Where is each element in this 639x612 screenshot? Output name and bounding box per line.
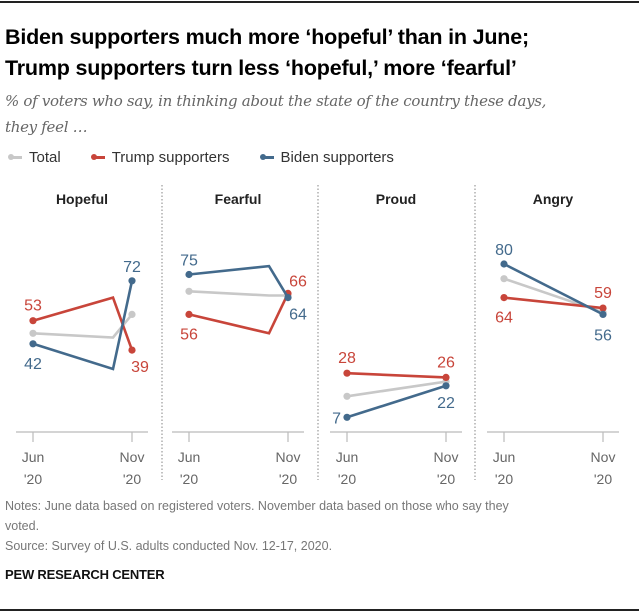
x-tick-label: Nov [434, 449, 459, 465]
x-tick-label: Nov [120, 449, 145, 465]
data-point-total [500, 275, 508, 283]
legend-item-trump: Trump supporters [90, 148, 230, 166]
data-point-trump-supporters [128, 346, 136, 354]
data-label-biden-supporters: 64 [289, 307, 307, 324]
data-point-biden-supporters [29, 340, 37, 348]
data-label-biden-supporters: 72 [123, 259, 141, 276]
notes-line-1: Notes: June data based on registered vot… [5, 499, 509, 513]
x-tick-label: Jun [493, 449, 516, 465]
series-line-biden-supporters [32, 280, 134, 371]
data-point-trump-supporters [599, 304, 607, 312]
x-tick-label: Jun [22, 449, 45, 465]
data-label-trump-supporters: 53 [24, 298, 42, 315]
data-point-total [29, 329, 37, 337]
series-line-total [32, 313, 134, 339]
data-point-biden-supporters [128, 277, 136, 285]
bottom-rule [0, 609, 639, 611]
legend-marker-biden-icon [259, 152, 276, 162]
notes-line-2: voted. [5, 519, 40, 533]
data-point-biden-supporters [185, 270, 193, 279]
x-tick-label: '20 [123, 471, 141, 487]
title-line-2: Trump supporters turn less ‘hopeful,’ mo… [5, 56, 517, 80]
data-label-biden-supporters: 75 [180, 253, 198, 270]
legend-label-total: Total [29, 148, 61, 166]
data-label-biden-supporters: 42 [24, 356, 42, 373]
data-label-biden-supporters: 80 [495, 242, 513, 259]
panel-title: Angry [533, 191, 574, 207]
legend-item-total: Total [8, 149, 61, 166]
data-point-biden-supporters [500, 260, 508, 268]
panel-title: Hopeful [56, 191, 108, 207]
data-label-trump-supporters: 39 [131, 359, 149, 376]
chart-area: Hopeful Jun '20 Nov '20 53 39 42 72 Fearful Jun '20… [16, 185, 619, 487]
data-point-trump-supporters [29, 317, 37, 325]
data-point-trump-supporters [500, 294, 508, 302]
series-line-biden-supporters [188, 264, 290, 299]
series-line-biden-supporters [346, 384, 447, 419]
data-label-biden-supporters: 22 [437, 395, 455, 412]
legend-marker-total-icon [8, 152, 24, 162]
data-point-total [343, 392, 351, 400]
data-point-biden-supporters [284, 294, 292, 302]
data-label-biden-supporters: 7 [332, 410, 341, 427]
series-line-trump-supporters [188, 292, 290, 335]
notes: Notes: June data based on registered vot… [5, 496, 635, 536]
subtitle-line-2: they feel … [5, 118, 88, 136]
series-line-biden-supporters [503, 262, 604, 316]
data-label-trump-supporters: 66 [289, 273, 307, 290]
panel-title: Fearful [215, 191, 262, 207]
data-point-trump-supporters [185, 310, 193, 318]
panel-fearful: Fearful Jun '20 Nov '20 56 66 75 64 [172, 191, 307, 487]
data-point-biden-supporters [442, 382, 450, 390]
x-tick-label: '20 [338, 471, 356, 487]
brand-logo-text: PEW RESEARCH CENTER [5, 567, 165, 582]
legend-label-biden: Biden supporters [280, 148, 394, 166]
x-tick-label: Jun [336, 449, 359, 465]
data-point-total [185, 287, 193, 295]
x-tick-label: Nov [276, 449, 301, 465]
source-note: Source: Survey of U.S. adults conducted … [5, 539, 333, 553]
x-tick-label: '20 [279, 471, 297, 487]
data-label-trump-supporters: 28 [338, 350, 356, 367]
data-label-trump-supporters: 26 [437, 354, 455, 371]
legend-marker-trump-icon [90, 152, 107, 162]
series-line-trump-supporters [32, 296, 134, 351]
subtitle-line-1: % of voters who say, in thinking about t… [5, 92, 547, 110]
legend-label-trump: Trump supporters [111, 148, 230, 166]
x-tick-label: '20 [437, 471, 455, 487]
x-tick-label: Nov [591, 449, 616, 465]
panel-angry: Angry Jun '20 Nov '20 64 59 80 56 [487, 191, 619, 487]
data-label-trump-supporters: 64 [495, 310, 513, 327]
x-tick-label: '20 [180, 471, 198, 487]
top-rule [0, 1, 639, 3]
series-line-total [188, 290, 288, 297]
data-point-total [128, 310, 136, 318]
chart-title: Biden supporters much more ‘hopeful’ tha… [5, 22, 635, 84]
panel-proud: Proud Jun '20 Nov '20 28 26 7 22 [330, 191, 462, 487]
data-label-trump-supporters: 59 [594, 285, 612, 302]
title-line-1: Biden supporters much more ‘hopeful’ tha… [5, 25, 529, 49]
data-point-trump-supporters [343, 369, 351, 377]
data-label-trump-supporters: 56 [180, 326, 198, 343]
chart-subtitle: % of voters who say, in thinking about t… [5, 88, 635, 140]
data-point-biden-supporters [599, 310, 607, 318]
panel-hopeful: Hopeful Jun '20 Nov '20 53 39 42 72 [16, 191, 149, 487]
series-line-trump-supporters [346, 371, 447, 379]
legend-item-biden: Biden supporters [259, 148, 394, 166]
x-tick-label: Jun [178, 449, 201, 465]
data-point-biden-supporters [343, 413, 351, 421]
data-label-biden-supporters: 56 [594, 327, 612, 344]
data-point-trump-supporters [442, 373, 450, 381]
series-line-total [346, 380, 447, 398]
legend: Total Trump supporters Biden supporters [8, 146, 424, 168]
panel-title: Proud [376, 191, 416, 207]
x-tick-label: '20 [24, 471, 42, 487]
x-tick-label: '20 [594, 471, 612, 487]
x-tick-label: '20 [495, 471, 513, 487]
